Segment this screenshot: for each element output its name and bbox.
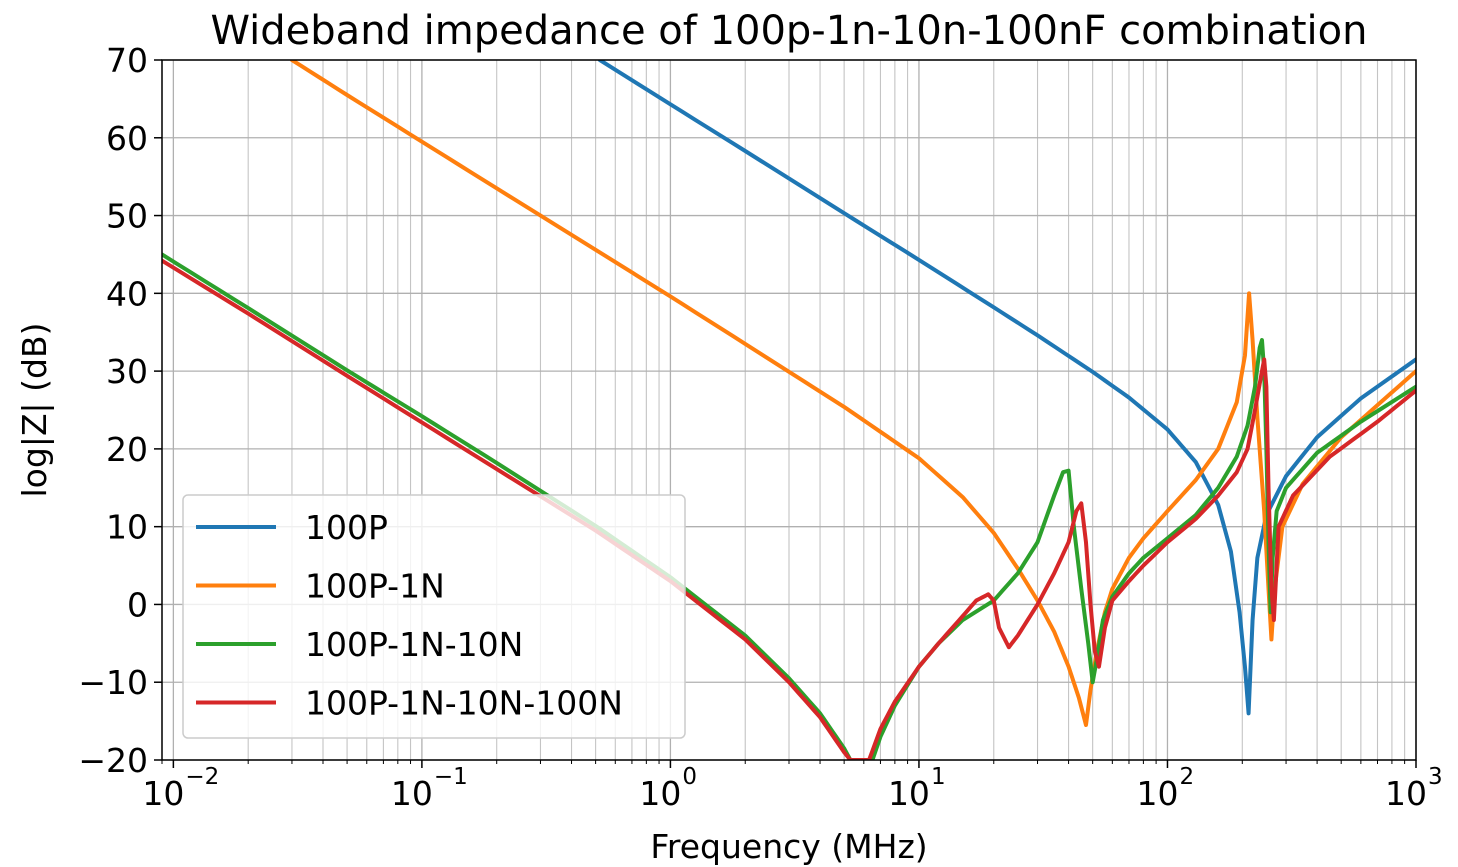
x-tick-label: 10 3 (1385, 764, 1443, 813)
legend-label: 100P-1N-10N-100N (305, 684, 623, 723)
ticks: 10 −2 10 −1 10 0 10 1 10 2 10 3−20−1001020304050607… (78, 41, 1442, 813)
y-tick-label: 30 (106, 352, 148, 391)
legend-item: 100P (196, 508, 388, 547)
legend-label: 100P (305, 508, 388, 547)
x-axis-label: Frequency (MHz) (650, 827, 927, 866)
x-tick-exponent: −1 (434, 764, 468, 790)
legend-label: 100P-1N (305, 567, 445, 606)
x-tick-exponent: 0 (682, 764, 697, 790)
y-tick-label: 10 (106, 508, 148, 547)
y-tick-label: −10 (78, 663, 148, 702)
y-tick-label: 0 (127, 585, 148, 624)
y-tick-label: 50 (106, 197, 148, 236)
x-tick-label: 10 2 (1136, 764, 1194, 813)
y-tick-label: 40 (106, 274, 148, 313)
y-tick-label: 70 (106, 41, 148, 80)
chart-title: Wideband impedance of 100p-1n-10n-100nF … (211, 8, 1368, 54)
legend-item: 100P-1N-10N-100N (196, 684, 623, 723)
legend-item: 100P-1N (196, 567, 445, 606)
x-tick-base: 10 (1136, 774, 1178, 813)
x-tick-exponent: 3 (1428, 764, 1443, 790)
x-tick-base: 10 (639, 774, 681, 813)
x-tick-base: 10 (391, 774, 433, 813)
x-tick-label: 10 0 (639, 764, 697, 813)
series-line-100p-1n-10n-100n (162, 258, 1416, 760)
x-tick-label: 10 −2 (142, 764, 219, 813)
series-layer (162, 60, 1416, 760)
x-tick-exponent: 2 (1179, 764, 1194, 790)
legend: 100P 100P-1N 100P-1N-10N 100P-1N-10N-100N (182, 494, 686, 739)
legend-box (182, 494, 686, 739)
y-tick-label: −20 (78, 741, 148, 780)
legend-item: 100P-1N-10N (196, 625, 523, 664)
x-tick-label: 10 −1 (391, 764, 468, 813)
x-tick-exponent: 1 (931, 764, 946, 790)
y-tick-label: 20 (106, 430, 148, 469)
y-tick-label: 60 (106, 119, 148, 158)
x-tick-base: 10 (888, 774, 930, 813)
x-tick-label: 10 1 (888, 764, 946, 813)
x-tick-base: 10 (1385, 774, 1427, 813)
x-tick-exponent: −2 (185, 764, 219, 790)
x-tick-base: 10 (142, 774, 184, 813)
series-line-100p (597, 60, 1416, 716)
legend-label: 100P-1N-10N (305, 625, 523, 664)
y-axis-label: log|Z| (dB) (15, 323, 54, 498)
